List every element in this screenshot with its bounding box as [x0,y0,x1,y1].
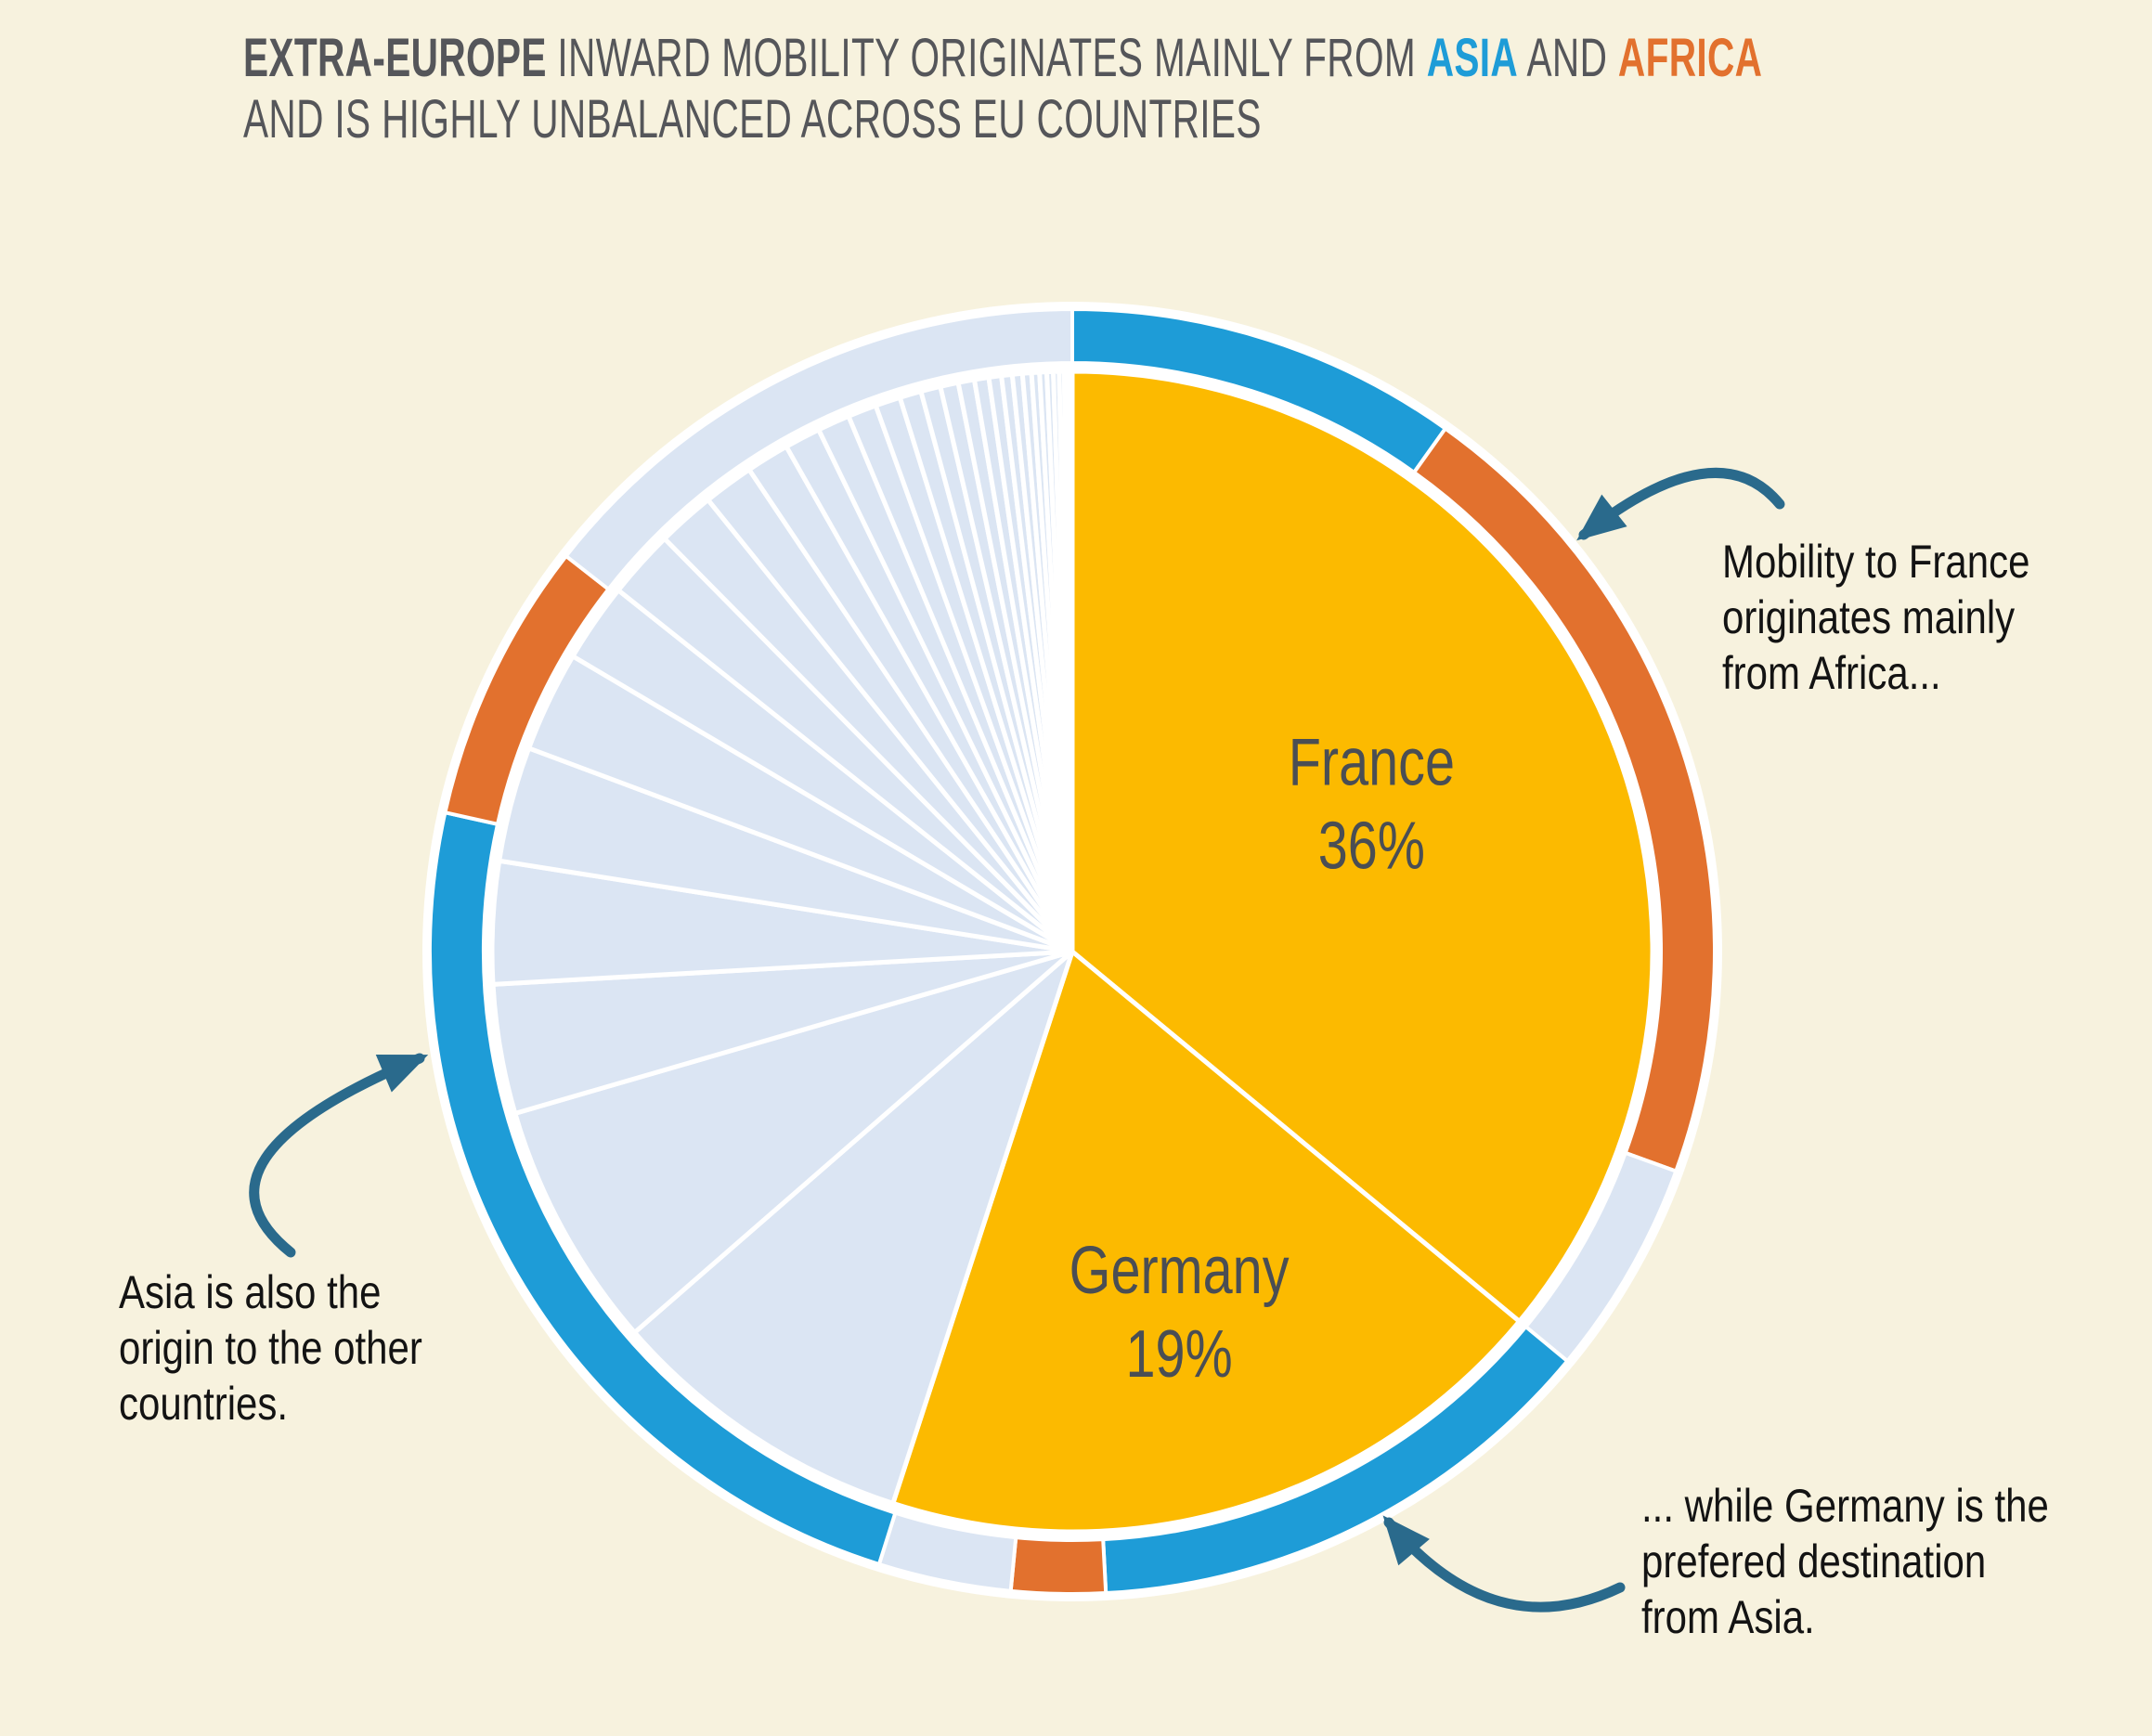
pie-slice-other-eu-countries-31 [1066,369,1075,954]
destination-pie [489,369,1655,1535]
annotation-arrows [249,467,1785,1613]
label-france-name: France [1289,724,1455,799]
title-emphasis-asia: ASIA [1426,28,1519,88]
label-france-value: 36% [1318,808,1425,883]
ring-segment-africa-4 [1008,1535,1108,1596]
chart-title: EXTRA-EUROPE INWARD MOBILITY ORIGINATES … [243,28,1762,150]
pie-slice-other-eu-countries-1 [632,949,1075,1506]
chart-title-line-2: AND IS HIGHLY UNBALANCED ACROSS EU COUNT… [243,89,1262,149]
label-germany-name: Germany [1070,1233,1290,1308]
title-emphasis-extra-europe: EXTRA-EUROPE [243,28,547,88]
title-emphasis-africa: AFRICA [1617,28,1763,88]
arrow-to-asia-ring-left-icon [249,1053,429,1258]
origin-ring [428,307,1717,1596]
label-germany: Germany 19% [1070,1233,1290,1392]
label-germany-value: 19% [1125,1316,1232,1392]
pie-slice-other-eu-countries-2 [512,949,1075,1335]
arrow-to-africa-ring-icon [1576,467,1785,541]
ring-segment-other-8 [564,307,1074,591]
chart-title-line-1: EXTRA-EUROPE INWARD MOBILITY ORIGINATES … [243,28,1763,88]
pie-slice-germany [890,949,1523,1535]
annotation-asia-other-countries: Asia is also the origin to the other cou… [119,1266,422,1430]
arrow-to-asia-ring-bottom-icon [1382,1515,1626,1613]
slice-labels: France 36% Germany 19% [1070,724,1455,1391]
pie-slice-france [1070,369,1655,1324]
label-france: France 36% [1289,724,1455,883]
annotation-germany-destination: ... while Germany is the prefered destin… [1641,1480,2049,1643]
annotation-france-origin: Mobility to France originates mainly fro… [1722,536,2030,699]
